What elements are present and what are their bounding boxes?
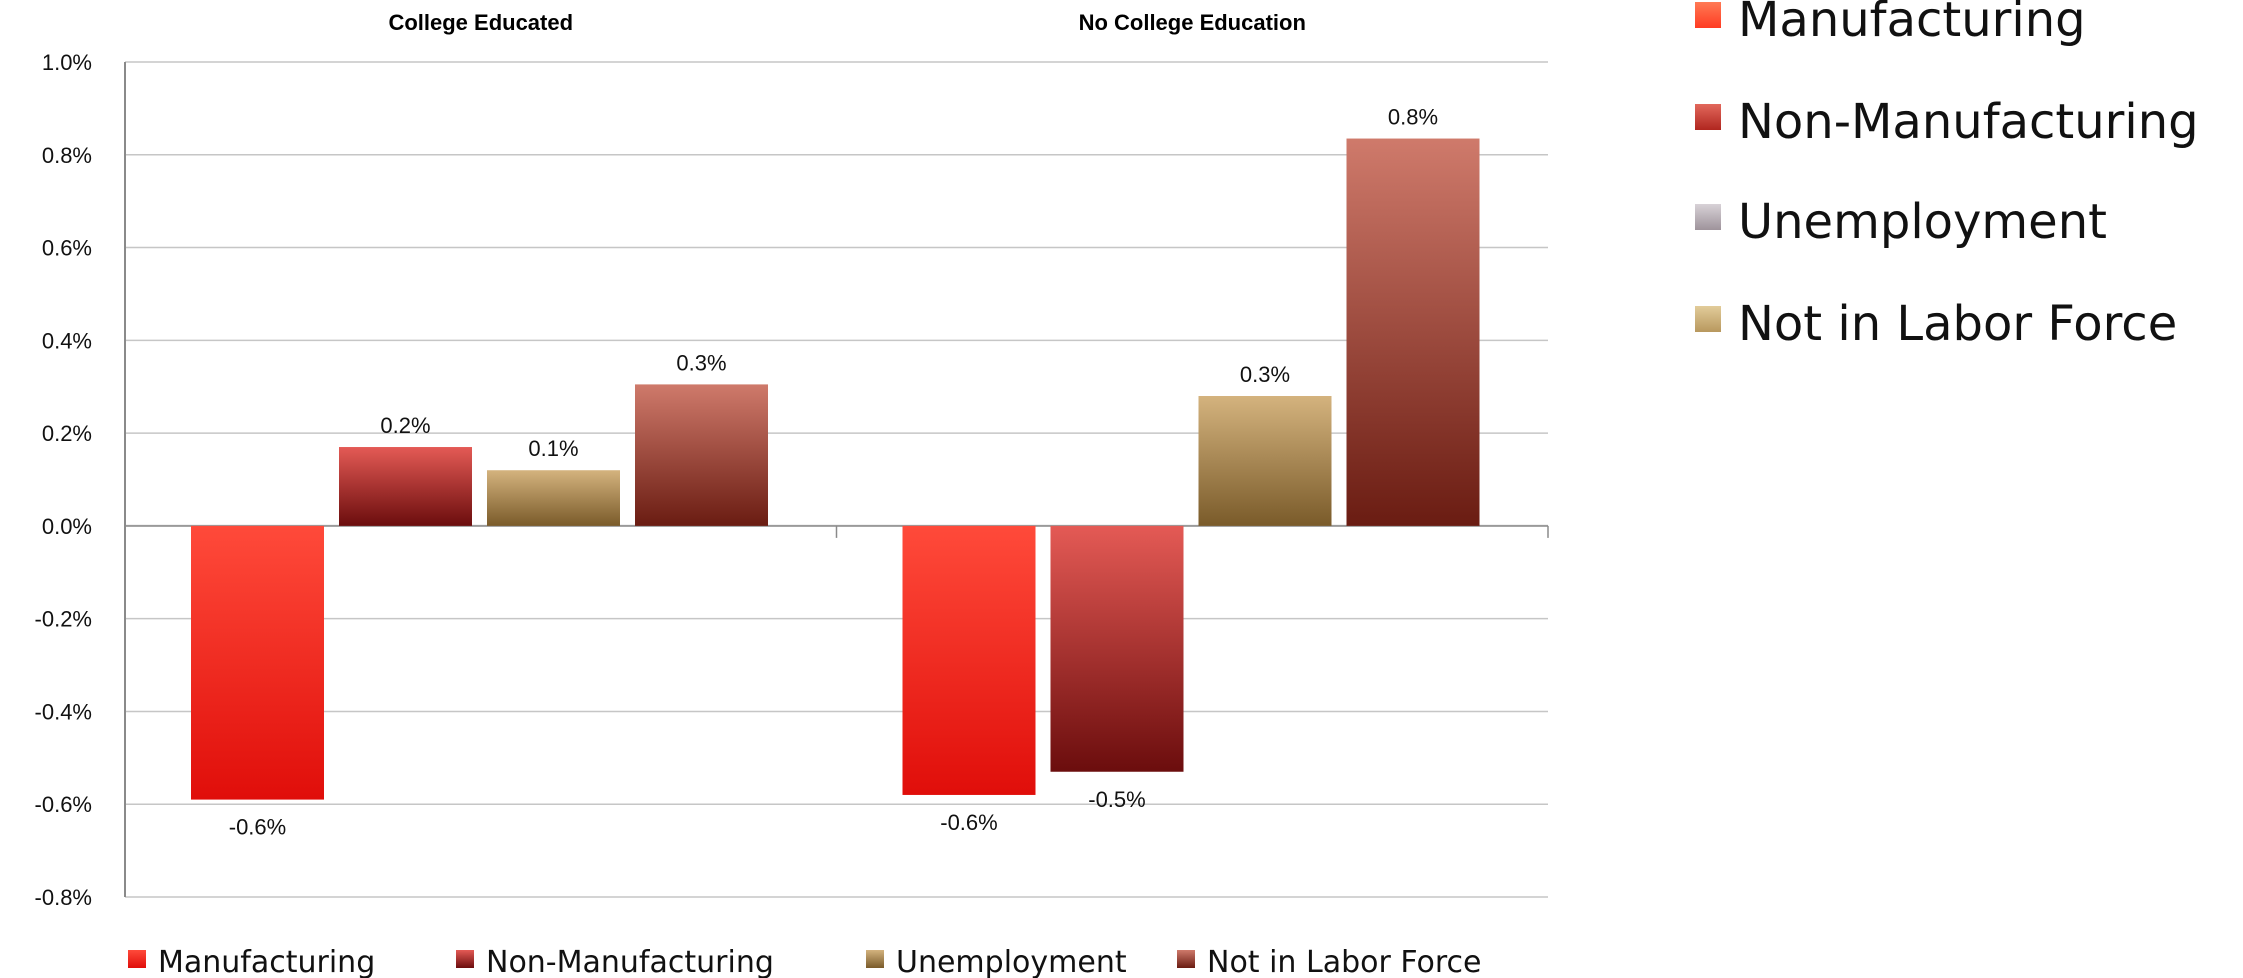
data-labels: -0.6% 0.2% 0.1% 0.3% -0.6% -0.5% 0.3% 0.8% — [229, 105, 1438, 840]
bar-not-in-labor-force-no-college-education — [1346, 138, 1480, 526]
data-label-unemployment-no-college-education: 0.3% — [1240, 362, 1290, 387]
right-legend-label-not-in-labor-force: Not in Labor Force — [1738, 296, 2177, 352]
bar-unemployment-college-educated — [487, 470, 620, 526]
bar-manufacturing-no-college-education — [902, 525, 1036, 795]
group-title-no-college-education: No College Education — [1079, 10, 1306, 35]
right-legend-swatch-manufacturing — [1695, 2, 1721, 28]
right-legend-swatch-non-manufacturing — [1695, 104, 1721, 130]
y-tick-label: -0.2% — [35, 607, 92, 632]
right-legend-label-unemployment: Unemployment — [1738, 194, 2107, 250]
legend-swatch-unemployment — [866, 950, 884, 968]
data-label-manufacturing-college-educated: -0.6% — [229, 815, 286, 840]
data-label-manufacturing-no-college-education: -0.6% — [940, 810, 997, 835]
right-legend: Manufacturing Non-Manufacturing Unemploy… — [1695, 0, 2199, 352]
legend-label-unemployment: Unemployment — [896, 945, 1127, 978]
data-label-non-manufacturing-college-educated: 0.2% — [380, 413, 430, 438]
axes — [124, 62, 1549, 897]
data-label-not-in-labor-force-no-college-education: 0.8% — [1388, 105, 1438, 130]
legend-label-non-manufacturing: Non-Manufacturing — [486, 945, 774, 978]
gridlines — [125, 61, 1548, 898]
right-legend-swatch-not-in-labor-force — [1695, 306, 1721, 332]
y-tick-label: 0.8% — [42, 143, 92, 168]
y-tick-label: -0.6% — [35, 792, 92, 817]
legend-swatch-non-manufacturing — [456, 950, 474, 968]
bar-manufacturing-college-educated — [191, 525, 324, 800]
data-label-unemployment-college-educated: 0.1% — [528, 436, 578, 461]
y-tick-label: 0.2% — [42, 421, 92, 446]
bar-unemployment-no-college-education — [1198, 396, 1332, 526]
right-legend-label-manufacturing: Manufacturing — [1738, 0, 2086, 48]
legend-swatch-manufacturing — [128, 950, 146, 968]
y-tick-label: -0.4% — [35, 699, 92, 724]
legend-label-not-in-labor-force: Not in Labor Force — [1207, 945, 1482, 978]
bars — [191, 138, 1480, 800]
y-tick-labels: 1.0% 0.8% 0.6% 0.4% 0.2% 0.0% -0.2% -0.4% -0.6% -… — [35, 50, 92, 910]
right-legend-swatch-unemployment — [1695, 204, 1721, 230]
y-tick-label: 0.0% — [42, 514, 92, 539]
bar-non-manufacturing-college-educated — [339, 447, 472, 526]
bar-non-manufacturing-no-college-education — [1050, 525, 1184, 772]
legend-swatch-not-in-labor-force — [1177, 950, 1195, 968]
data-label-non-manufacturing-no-college-education: -0.5% — [1088, 787, 1145, 812]
bottom-legend: Manufacturing Non-Manufacturing Unemploy… — [128, 945, 1482, 978]
y-tick-label: 0.6% — [42, 236, 92, 261]
data-label-not-in-labor-force-college-educated: 0.3% — [676, 350, 726, 375]
y-tick-label: 0.4% — [42, 328, 92, 353]
group-title-college-educated: College Educated — [388, 10, 573, 35]
legend-label-manufacturing: Manufacturing — [158, 945, 375, 978]
y-tick-label: 1.0% — [42, 50, 92, 75]
bar-not-in-labor-force-college-educated — [635, 384, 768, 526]
y-tick-label: -0.8% — [35, 885, 92, 910]
right-legend-label-non-manufacturing: Non-Manufacturing — [1738, 94, 2199, 150]
